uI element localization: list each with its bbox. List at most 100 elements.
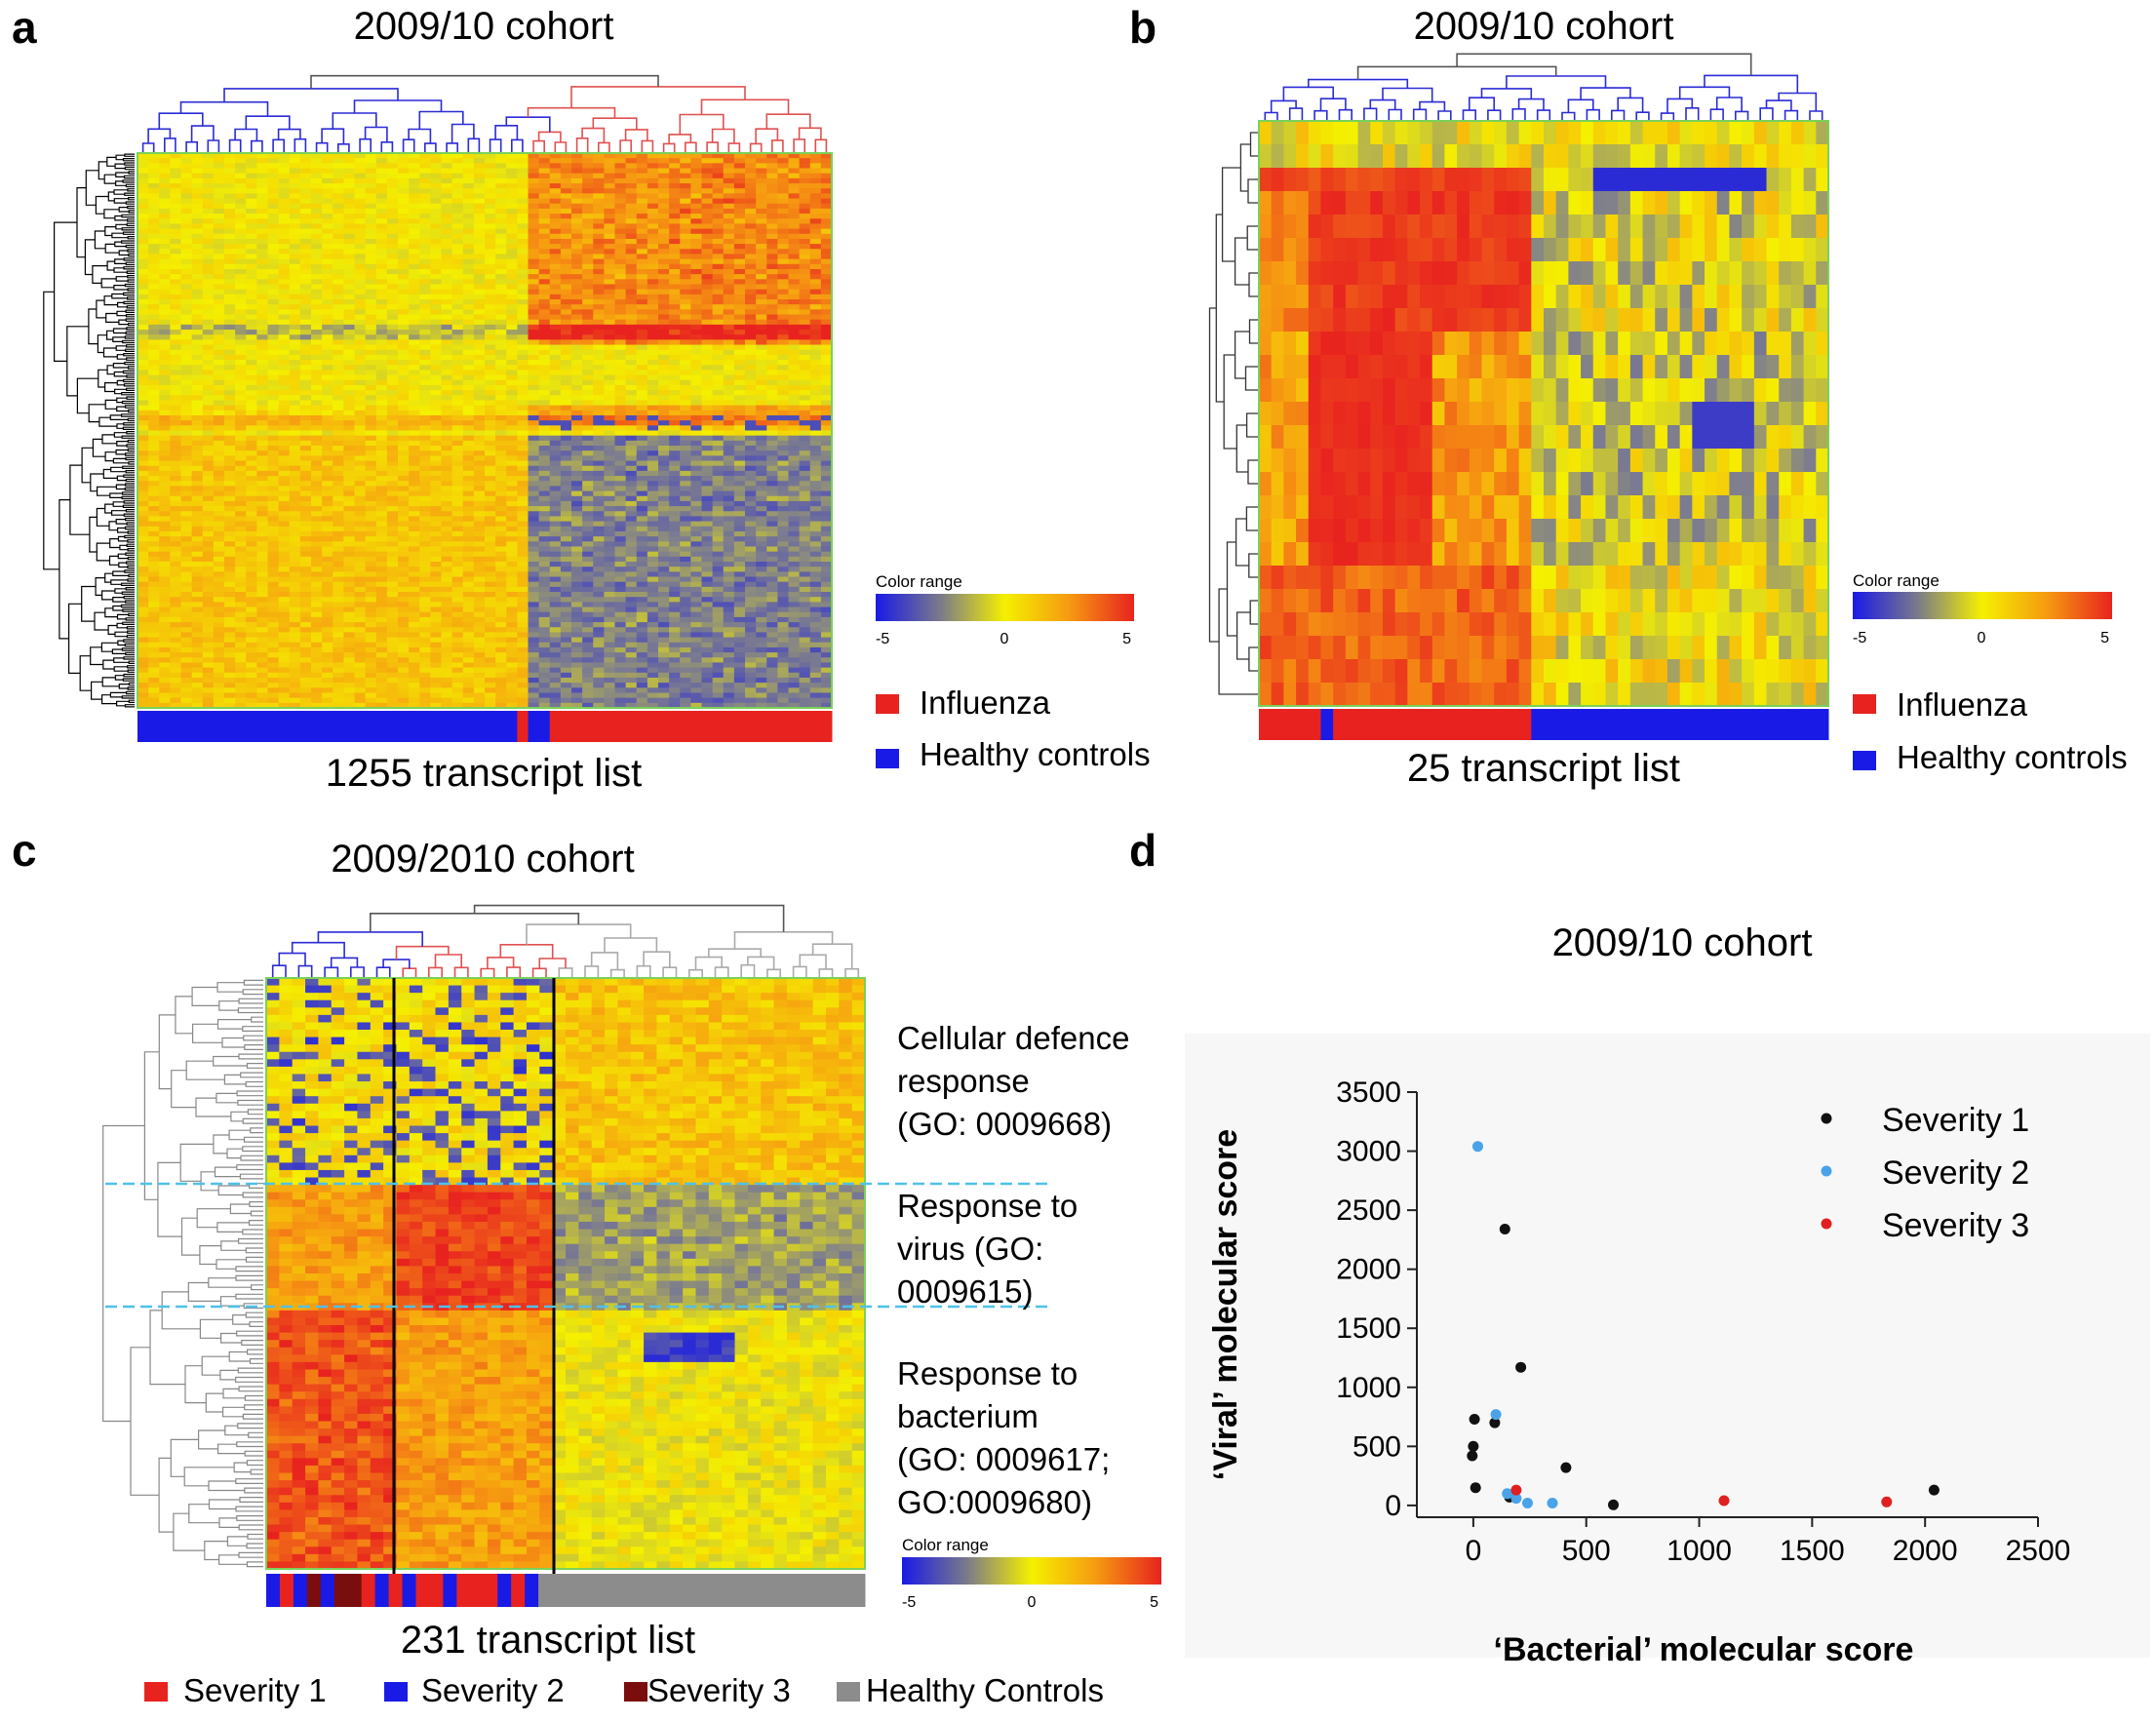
heatmap-cell [365,214,377,219]
heatmap-cell [278,365,291,372]
heatmap-cell [506,334,518,340]
heatmap-cell [604,228,616,235]
heatmap-cell [267,319,280,326]
heatmap-cell [506,440,518,447]
heatmap-cell [398,516,410,523]
heatmap-cell [788,500,801,507]
heatmap-cell [235,344,247,351]
heatmap-cell [582,294,594,300]
heatmap-cell [202,228,215,235]
heatmap-cell [582,319,594,326]
heatmap-cell [365,244,377,250]
heatmap-cell [235,414,247,421]
heatmap-cell [669,430,681,437]
heatmap-cell [451,450,464,456]
heatmap-cell [365,455,377,462]
heatmap-cell [756,435,767,442]
heatmap-cell [430,289,443,295]
heatmap-cell [419,430,431,437]
heatmap-cell [669,490,681,497]
heatmap-cell [560,218,572,225]
dendrogram-branch [104,399,117,410]
dendrogram-branch [127,556,135,561]
dendrogram-branch [124,153,135,157]
dendrogram-branch [126,690,135,695]
heatmap-cell [299,289,312,295]
heatmap-cell [159,384,171,391]
heatmap-cell [756,158,767,164]
heatmap-cell [322,506,333,512]
heatmap-cell [202,405,215,411]
heatmap-cell [398,360,410,366]
heatmap-cell [658,299,670,305]
heatmap-cell [159,339,171,346]
heatmap-cell [756,268,767,275]
heatmap-cell [582,460,594,467]
heatmap-cell [202,365,215,372]
heatmap-cell [451,384,464,391]
heatmap-cell [180,203,193,210]
heatmap-cell [495,193,507,200]
heatmap-cell [419,294,431,300]
heatmap-cell [246,481,257,487]
heatmap-cell [756,188,767,194]
heatmap-cell [593,268,605,275]
heatmap-cell [538,430,551,437]
heatmap-cell [311,319,323,326]
heatmap-cell [593,400,605,407]
heatmap-cell [820,319,833,326]
dendrogram-branch [207,139,220,153]
heatmap-cell [517,233,529,240]
heatmap-cell [343,284,356,291]
heatmap-cell [571,476,583,482]
heatmap-cell [462,289,475,295]
dendrogram-branch [122,231,135,235]
dendrogram-branch [641,139,654,153]
heatmap-cell [430,410,443,416]
heatmap-cell [756,465,767,472]
heatmap-cell [398,506,410,512]
heatmap-cell [419,354,431,361]
dendrogram-branch [127,630,135,634]
heatmap-cell [224,203,236,210]
heatmap-cell [712,405,725,411]
heatmap-cell [398,435,410,442]
heatmap-cell [766,238,778,245]
heatmap-cell [322,414,333,421]
heatmap-cell [299,425,312,432]
heatmap-cell [538,153,551,159]
heatmap-cell [202,238,215,245]
heatmap-cell [636,450,648,456]
heatmap-cell [745,319,757,326]
heatmap-cell [593,304,605,310]
heatmap-cell [614,163,627,170]
heatmap-cell [560,244,572,250]
heatmap-cell [430,218,443,225]
heatmap-cell [386,425,399,432]
heatmap-cell [549,319,562,326]
heatmap-cell [398,158,410,164]
heatmap-cell [517,400,529,407]
heatmap-cell [375,279,388,286]
heatmap-cell [267,233,280,240]
heatmap-cell [777,214,790,219]
heatmap-cell [582,516,594,523]
heatmap-cell [517,511,529,518]
heatmap-cell [180,304,193,310]
heatmap-cell [809,254,822,260]
heatmap-cell [593,435,605,442]
heatmap-cell [495,268,507,275]
heatmap-cell [441,289,453,295]
heatmap-cell [213,319,225,326]
heatmap-cell [485,258,496,265]
heatmap-cell [299,274,312,280]
heatmap-cell [202,470,215,477]
heatmap-cell [485,384,496,391]
heatmap-cell [528,440,540,447]
heatmap-cell [593,158,605,164]
heatmap-cell [441,183,453,189]
heatmap-cell [777,500,790,507]
heatmap-cell [690,495,703,502]
heatmap-cell [289,168,301,175]
heatmap-cell [723,177,735,184]
